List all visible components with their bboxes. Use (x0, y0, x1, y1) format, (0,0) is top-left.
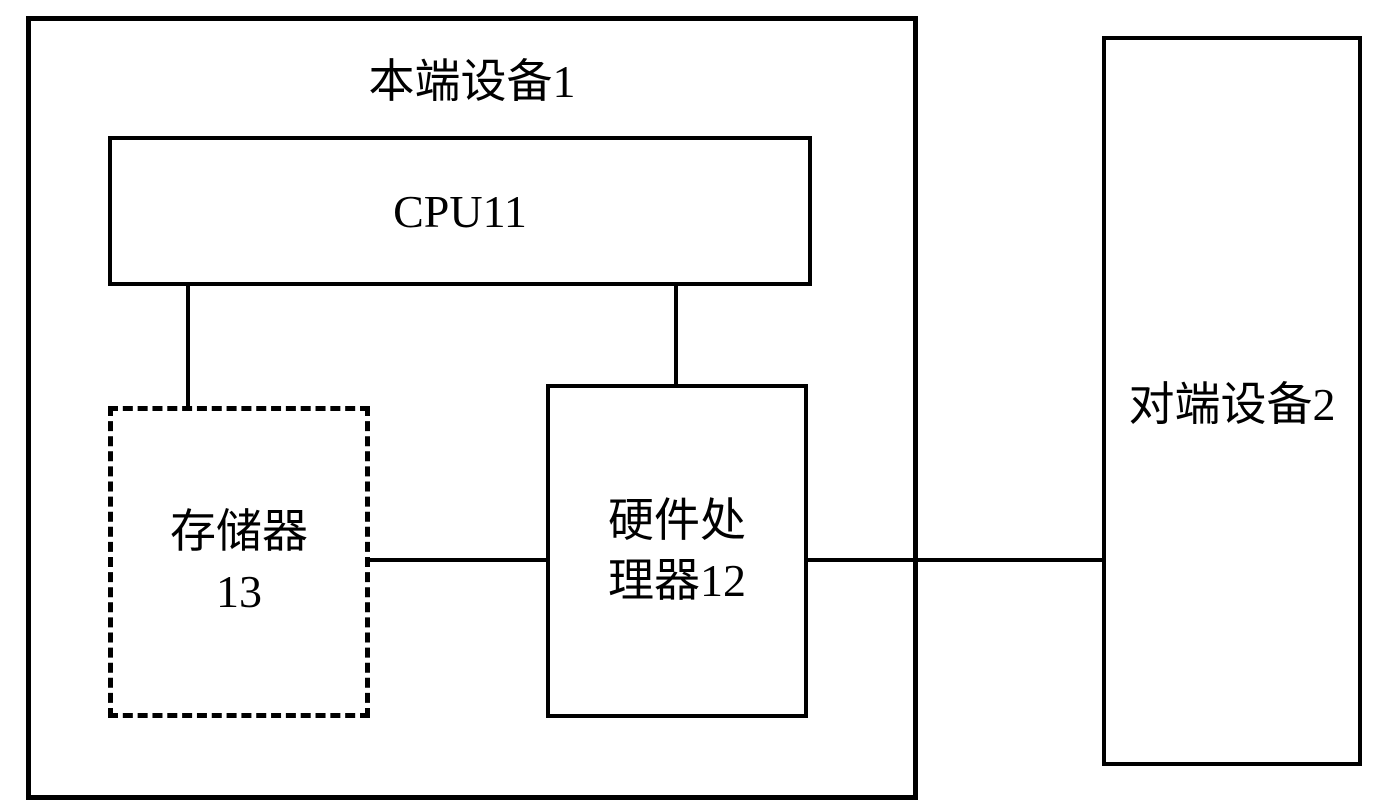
local-device-label: 本端设备1 (31, 45, 913, 111)
memory-box: 存储器 13 (108, 406, 370, 718)
cpu-label: CPU11 (393, 185, 527, 238)
memory-label-line1: 存储器 (170, 502, 308, 562)
peer-device-box: 对端设备2 (1102, 36, 1362, 766)
connector-local-to-peer (918, 558, 1102, 562)
hw-processor-box: 硬件处 理器12 (546, 384, 808, 718)
connector-cpu-to-hw (674, 286, 678, 384)
hw-processor-label-line1: 硬件处 (608, 491, 746, 551)
hw-processor-label-line2: 理器12 (608, 551, 746, 611)
peer-device-label: 对端设备2 (1129, 368, 1336, 434)
cpu-box: CPU11 (108, 136, 812, 286)
connector-hw-to-edge (808, 558, 918, 562)
memory-label: 存储器 13 (170, 502, 308, 622)
connector-mem-to-hw (370, 558, 546, 562)
hw-processor-label: 硬件处 理器12 (608, 491, 746, 611)
memory-label-line2: 13 (170, 562, 308, 622)
connector-cpu-to-memory (186, 286, 190, 406)
